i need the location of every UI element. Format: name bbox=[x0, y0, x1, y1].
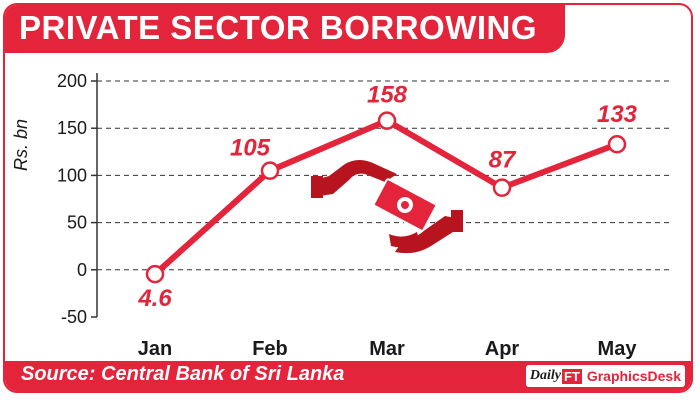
axes bbox=[91, 73, 98, 318]
footer-bar: Source: Central Bank of Sri Lanka Daily … bbox=[5, 361, 691, 391]
y-tick-label: 0 bbox=[77, 260, 87, 280]
series-points bbox=[145, 111, 627, 284]
data-labels: 4.6 105 158 87 133 bbox=[137, 82, 637, 312]
hand-giving-money-icon bbox=[311, 160, 463, 254]
x-tick-label: Mar bbox=[369, 338, 405, 360]
data-label: 105 bbox=[230, 135, 271, 162]
x-tick-label: May bbox=[598, 338, 638, 360]
chart-title: PRIVATE SECTOR BORROWING bbox=[19, 9, 538, 46]
data-point-may bbox=[607, 134, 627, 154]
chart-frame: PRIVATE SECTOR BORROWING 200 150 100 50 0 -50… bbox=[3, 3, 693, 393]
data-point-mar bbox=[377, 111, 397, 130]
x-tick-label: Feb bbox=[252, 338, 288, 360]
source-note: Source: Central Bank of Sri Lanka bbox=[21, 363, 345, 385]
data-label: 133 bbox=[597, 101, 638, 128]
y-tick-label: -50 bbox=[61, 307, 87, 327]
y-tick-label: 100 bbox=[57, 165, 87, 185]
brand-daily: Daily bbox=[529, 368, 561, 383]
x-tick-label: Jan bbox=[138, 338, 172, 360]
line-chart: 200 150 100 50 0 -50 Jan Feb Mar Apr May Rs. bn 4… bbox=[11, 71, 672, 360]
y-axis-label: Rs. bn bbox=[11, 119, 31, 171]
brand-ft: FT bbox=[561, 368, 582, 384]
grid-lines bbox=[97, 80, 672, 271]
y-tick-label: 150 bbox=[57, 118, 87, 138]
data-point-jan bbox=[145, 264, 165, 284]
y-tick-label: 200 bbox=[57, 71, 87, 91]
y-tick-labels: 200 150 100 50 0 -50 bbox=[57, 71, 87, 327]
brand-graphicsdesk: GraphicsDesk bbox=[586, 368, 681, 384]
data-label: 158 bbox=[367, 82, 408, 109]
x-tick-label: Apr bbox=[485, 338, 520, 360]
x-tick-labels: Jan Feb Mar Apr May bbox=[138, 338, 638, 360]
data-label: 87 bbox=[489, 147, 517, 174]
data-label: 4.6 bbox=[137, 285, 172, 312]
title-bar: PRIVATE SECTOR BORROWING bbox=[5, 5, 565, 53]
y-tick-label: 50 bbox=[67, 213, 87, 233]
graphicsdesk-logo: Daily FT GraphicsDesk bbox=[525, 365, 685, 387]
data-point-apr bbox=[492, 178, 512, 197]
data-point-feb bbox=[260, 161, 280, 180]
